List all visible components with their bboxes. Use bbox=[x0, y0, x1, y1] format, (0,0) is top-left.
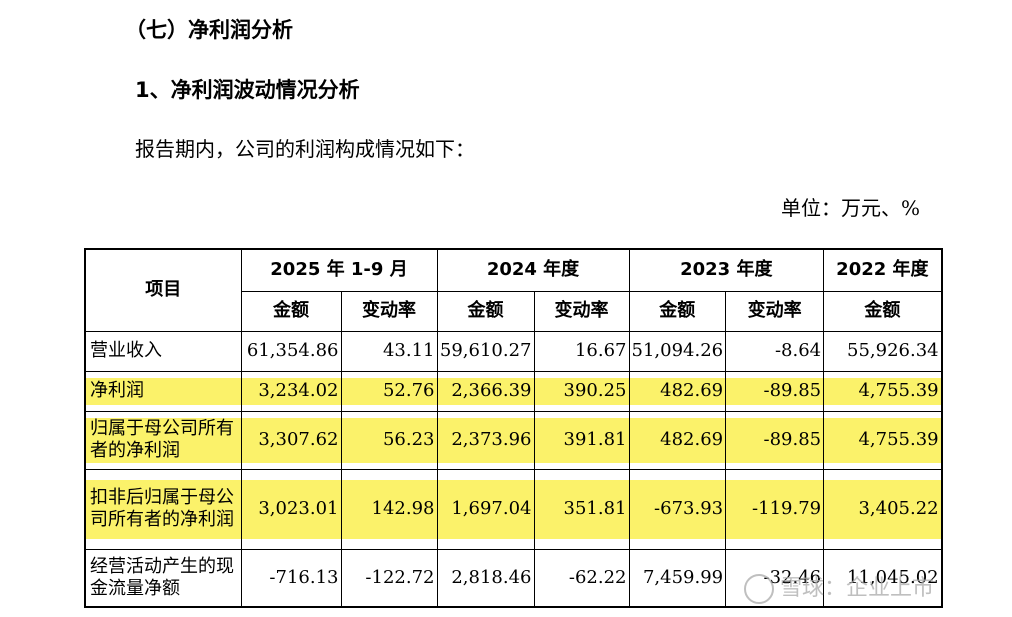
section-heading: （七）净利润分析 bbox=[125, 18, 293, 42]
col-header-amount: 金额 bbox=[823, 290, 943, 332]
cell-value: 43.11 bbox=[340, 330, 438, 372]
cell-value: 3,307.62 bbox=[240, 410, 342, 470]
intro-text: 报告期内，公司的利润构成情况如下： bbox=[135, 137, 475, 161]
table-row: 归属于母公司所有者的净利润 3,307.62 56.23 2,373.96 39… bbox=[84, 410, 943, 470]
cell-value: -89.85 bbox=[725, 410, 825, 470]
cell-value: 16.67 bbox=[533, 330, 630, 372]
cell-value: 4,755.39 bbox=[823, 370, 943, 412]
cell-value: 52.76 bbox=[340, 370, 438, 412]
cell-value: -716.13 bbox=[240, 548, 342, 608]
col-header-period: 2024 年度 bbox=[436, 248, 630, 292]
table-row: 经营活动产生的现金流量净额 -716.13 -122.72 2,818.46 -… bbox=[84, 548, 943, 608]
cell-value: -673.93 bbox=[628, 468, 727, 550]
cell-value: 56.23 bbox=[340, 410, 438, 470]
row-label: 扣非后归属于母公司所有者的净利润 bbox=[84, 468, 242, 550]
col-header-period: 2023 年度 bbox=[628, 248, 825, 292]
row-label: 营业收入 bbox=[84, 330, 242, 372]
col-header-item: 项目 bbox=[84, 248, 242, 332]
cell-value: 7,459.99 bbox=[628, 548, 727, 608]
cell-value: -62.22 bbox=[533, 548, 630, 608]
cell-value: 61,354.86 bbox=[240, 330, 342, 372]
cell-value: 2,373.96 bbox=[436, 410, 535, 470]
profit-table: 项目 2025 年 1-9 月 2024 年度 2023 年度 2022 年度 … bbox=[84, 248, 943, 608]
header-row-periods: 项目 2025 年 1-9 月 2024 年度 2023 年度 2022 年度 bbox=[84, 248, 943, 332]
cell-value: -89.85 bbox=[725, 370, 825, 412]
unit-label: 单位：万元、% bbox=[780, 196, 920, 220]
col-header-amount: 金额 bbox=[436, 290, 535, 332]
subsection-heading: 1、净利润波动情况分析 bbox=[135, 78, 360, 102]
cell-value: 351.81 bbox=[533, 468, 630, 550]
table-row: 净利润 3,234.02 52.76 2,366.39 390.25 482.6… bbox=[84, 370, 943, 412]
cell-value: 391.81 bbox=[533, 410, 630, 470]
cell-value: 2,818.46 bbox=[436, 548, 535, 608]
cell-value: 51,094.26 bbox=[628, 330, 727, 372]
cell-value: 11,045.02 bbox=[823, 548, 943, 608]
col-header-change: 变动率 bbox=[725, 290, 825, 332]
row-label: 归属于母公司所有者的净利润 bbox=[84, 410, 242, 470]
cell-value: 1,697.04 bbox=[436, 468, 535, 550]
cell-value: 142.98 bbox=[340, 468, 438, 550]
col-header-change: 变动率 bbox=[533, 290, 630, 332]
cell-value: -122.72 bbox=[340, 548, 438, 608]
col-header-amount: 金额 bbox=[628, 290, 727, 332]
cell-value: 482.69 bbox=[628, 370, 727, 412]
table-row: 营业收入 61,354.86 43.11 59,610.27 16.67 51,… bbox=[84, 330, 943, 372]
cell-value: -8.64 bbox=[725, 330, 825, 372]
table-row: 扣非后归属于母公司所有者的净利润 3,023.01 142.98 1,697.0… bbox=[84, 468, 943, 550]
cell-value: 3,023.01 bbox=[240, 468, 342, 550]
col-header-period: 2022 年度 bbox=[823, 248, 943, 292]
cell-value: 3,234.02 bbox=[240, 370, 342, 412]
row-label: 净利润 bbox=[84, 370, 242, 412]
col-header-change: 变动率 bbox=[340, 290, 438, 332]
cell-value: 482.69 bbox=[628, 410, 727, 470]
row-label: 经营活动产生的现金流量净额 bbox=[84, 548, 242, 608]
col-header-amount: 金额 bbox=[240, 290, 342, 332]
cell-value: -32.46 bbox=[725, 548, 825, 608]
cell-value: -119.79 bbox=[725, 468, 825, 550]
watermark-text: 雪球：企业上市 bbox=[780, 576, 935, 601]
cell-value: 59,610.27 bbox=[436, 330, 535, 372]
col-header-period: 2025 年 1-9 月 bbox=[240, 248, 438, 292]
cell-value: 2,366.39 bbox=[436, 370, 535, 412]
cell-value: 55,926.34 bbox=[823, 330, 943, 372]
cell-value: 4,755.39 bbox=[823, 410, 943, 470]
watermark: 雪球：企业上市 bbox=[744, 570, 934, 604]
header-row-sub: 金额 变动率 金额 变动率 金额 变动率 金额 bbox=[85, 290, 943, 332]
snowball-logo-icon bbox=[744, 574, 774, 604]
cell-value: 3,405.22 bbox=[823, 468, 943, 550]
cell-value: 390.25 bbox=[533, 370, 630, 412]
